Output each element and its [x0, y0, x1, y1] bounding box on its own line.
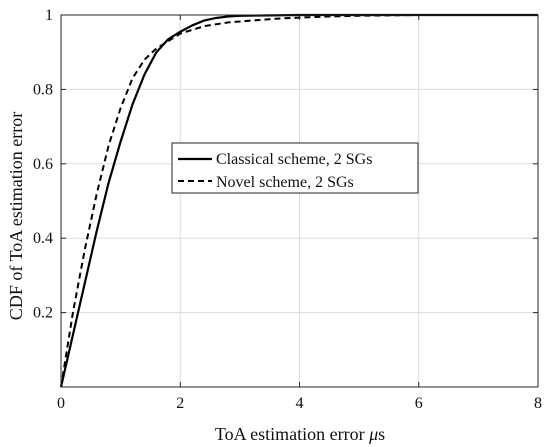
- legend-box: [171, 142, 419, 194]
- x-axis-title: ToA estimation error μs: [215, 424, 385, 444]
- y-tick-label: 0.2: [33, 305, 53, 322]
- y-tick-labels: 0.2 0.4 0.6 0.8 1: [33, 7, 53, 322]
- legend-label-classical: Classical scheme, 2 SGs: [216, 151, 372, 168]
- x-tick-label: 6: [415, 395, 423, 412]
- axis-ticks: [60, 14, 539, 387]
- legend: Classical scheme, 2 SGs Novel scheme, 2 …: [171, 142, 419, 194]
- x-tick-label: 8: [534, 395, 542, 412]
- y-tick-label: 1: [45, 7, 53, 24]
- legend-label-novel: Novel scheme, 2 SGs: [216, 174, 354, 191]
- x-tick-label: 2: [176, 395, 184, 412]
- grid-lines: [61, 15, 538, 387]
- y-tick-label: 0.8: [33, 81, 53, 98]
- x-tick-label: 0: [57, 395, 65, 412]
- y-axis-title: CDF of ToA estimation error: [6, 112, 26, 320]
- x-tick-labels: 0 2 4 6 8: [57, 395, 542, 412]
- x-tick-label: 4: [296, 395, 304, 412]
- y-tick-label: 0.4: [33, 230, 53, 247]
- y-tick-label: 0.6: [33, 156, 53, 173]
